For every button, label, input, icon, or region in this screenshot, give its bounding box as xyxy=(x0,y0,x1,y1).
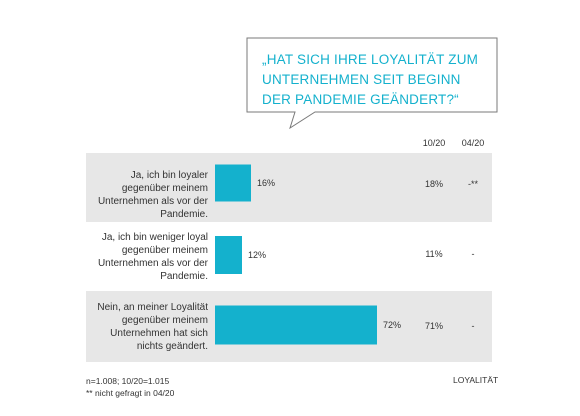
comparison-value-04-20: - xyxy=(471,249,475,259)
category-label: Ja, ich bin weniger loyal gegenüber mein… xyxy=(97,232,208,282)
bar xyxy=(215,164,251,202)
row-background-1 xyxy=(86,153,492,222)
bar xyxy=(215,236,242,274)
footer-tag: LOYALITÄT xyxy=(453,375,499,385)
footnote-sample-size: n=1.008; 10/20=1.015 xyxy=(86,376,170,386)
comparison-value-04-20: - xyxy=(471,321,475,331)
comparison-value-10-20: 71% xyxy=(424,321,443,331)
column-header-04-20: 04/20 xyxy=(461,138,485,148)
question-text: „HAT SICH IHRE LOYALITÄT ZUM UNTERNEHMEN… xyxy=(262,52,479,107)
bar xyxy=(215,305,377,345)
bar-value-label: 16% xyxy=(257,178,275,188)
bar-value-label: 72% xyxy=(383,320,401,330)
comparison-value-10-20: 11% xyxy=(425,249,443,259)
category-label: Ja, ich bin loyaler gegenüber meinem Unt… xyxy=(97,170,208,220)
column-header-10-20: 10/20 xyxy=(422,138,446,148)
footnote-not-asked: ** nicht gefragt in 04/20 xyxy=(86,388,175,398)
speech-bubble xyxy=(246,37,498,130)
bar-value-label: 12% xyxy=(248,250,266,260)
category-label: Nein, an meiner Loyalität gegenüber mein… xyxy=(97,302,208,352)
comparison-value-10-20: 18% xyxy=(424,179,443,189)
comparison-value-04-20: -** xyxy=(467,179,478,189)
